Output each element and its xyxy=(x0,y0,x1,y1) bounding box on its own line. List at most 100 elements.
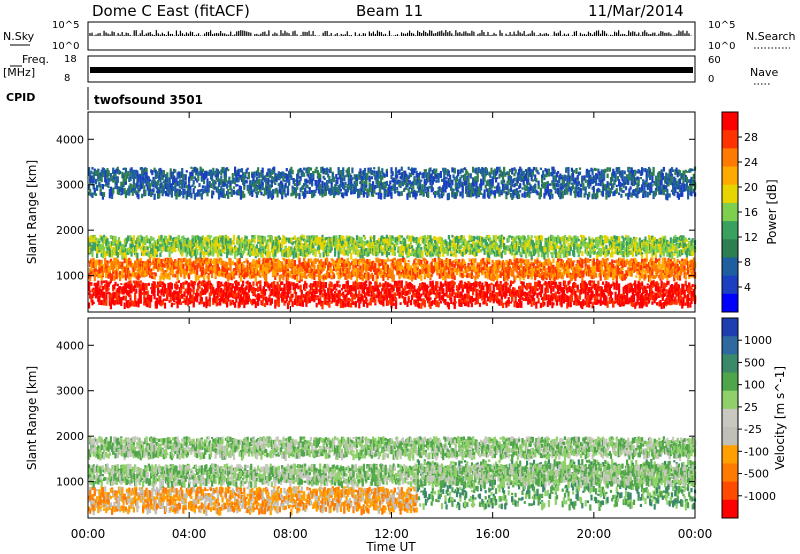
heatmap-cell xyxy=(434,285,437,291)
heatmap-cell xyxy=(588,286,591,294)
heatmap-cell xyxy=(92,269,95,277)
heatmap-cell xyxy=(190,283,193,287)
heatmap-cell xyxy=(667,280,670,285)
heatmap-cell xyxy=(609,291,613,298)
heatmap-cell xyxy=(651,290,654,295)
heatmap-cell xyxy=(162,298,165,302)
heatmap-cell xyxy=(566,295,569,298)
heatmap-cell xyxy=(189,287,192,292)
heatmap-cell xyxy=(212,265,215,268)
heatmap-cell xyxy=(239,298,242,305)
heatmap-cell xyxy=(321,302,324,310)
heatmap-cell xyxy=(567,296,570,302)
heatmap-cell xyxy=(422,298,425,303)
heatmap-cell xyxy=(243,265,246,268)
heatmap-cell xyxy=(340,299,344,306)
heatmap-cell xyxy=(265,281,268,286)
heatmap-cell xyxy=(177,297,180,304)
heatmap-cell xyxy=(208,296,211,302)
heatmap-cell xyxy=(108,296,111,303)
heatmap-cell xyxy=(317,289,321,293)
heatmap-cell xyxy=(589,294,592,299)
heatmap-cell xyxy=(407,260,410,263)
heatmap-cell xyxy=(169,272,172,276)
heatmap-cell xyxy=(646,283,649,286)
heatmap-cell xyxy=(220,287,223,294)
heatmap-cell xyxy=(146,259,149,266)
heatmap-cell xyxy=(584,283,587,290)
heatmap-cell xyxy=(415,301,418,304)
heatmap-cell xyxy=(690,290,693,298)
heatmap-cell xyxy=(593,283,596,290)
heatmap-cell xyxy=(382,300,385,307)
heatmap-cell xyxy=(274,275,277,280)
heatmap-cell xyxy=(114,275,117,279)
heatmap-cell xyxy=(171,261,175,268)
heatmap-cell xyxy=(165,257,168,262)
heatmap-cell xyxy=(208,280,211,285)
heatmap-cell xyxy=(120,261,123,266)
heatmap-cell xyxy=(105,264,108,271)
heatmap-cell xyxy=(344,302,347,308)
heatmap-cell xyxy=(399,302,402,305)
heatmap-cell xyxy=(171,273,175,278)
heatmap-cell xyxy=(198,275,201,279)
heatmap-cell xyxy=(672,291,675,298)
heatmap-cell xyxy=(636,298,639,304)
heatmap-cell xyxy=(381,259,384,264)
heatmap-cell xyxy=(119,271,122,276)
heatmap-cell xyxy=(246,300,249,305)
heatmap-cell xyxy=(142,282,145,286)
heatmap-cell xyxy=(394,297,398,303)
heatmap-cell xyxy=(90,264,93,272)
heatmap-cell xyxy=(607,282,610,288)
heatmap-cell xyxy=(554,296,557,302)
heatmap-cell xyxy=(576,286,579,290)
heatmap-cell xyxy=(285,270,288,277)
heatmap-cell xyxy=(367,272,370,278)
heatmap-cell xyxy=(183,291,186,297)
heatmap-cell xyxy=(274,299,277,303)
heatmap-cell xyxy=(440,259,444,262)
heatmap-cell xyxy=(254,265,257,271)
heatmap-cell xyxy=(530,297,533,301)
heatmap-cell xyxy=(338,289,341,295)
heatmap-cell xyxy=(394,302,398,310)
heatmap-cell xyxy=(486,299,490,302)
heatmap-cell xyxy=(450,282,453,289)
heatmap-cell xyxy=(381,288,384,292)
heatmap-cell xyxy=(349,298,352,302)
heatmap-cell xyxy=(434,257,437,263)
heatmap-cell xyxy=(552,281,555,285)
heatmap-cell xyxy=(246,265,249,270)
heatmap-cell xyxy=(347,297,350,300)
heatmap-cell xyxy=(125,291,129,295)
heatmap-cell xyxy=(188,264,191,272)
heatmap-cell xyxy=(658,286,661,290)
heatmap-cell xyxy=(132,280,135,284)
heatmap-cell xyxy=(171,267,175,274)
heatmap-cell xyxy=(208,266,211,270)
heatmap-cell xyxy=(96,271,99,275)
heatmap-cell xyxy=(217,298,221,301)
heatmap-cell xyxy=(263,302,267,308)
heatmap-cell xyxy=(558,295,561,302)
heatmap-cell xyxy=(242,287,245,295)
heatmap-cell xyxy=(496,273,499,279)
heatmap-cell xyxy=(545,284,548,290)
heatmap-cell xyxy=(293,289,296,294)
heatmap-cell xyxy=(251,266,254,272)
heatmap-cell xyxy=(183,298,186,303)
heatmap-cell xyxy=(111,274,114,281)
heatmap-cell xyxy=(229,258,232,262)
heatmap-cell xyxy=(657,286,660,289)
heatmap-cell xyxy=(447,284,450,288)
heatmap-cell xyxy=(552,302,555,306)
heatmap-cell xyxy=(263,289,267,296)
heatmap-cell xyxy=(139,293,142,300)
heatmap-cell xyxy=(398,286,401,292)
heatmap-cell xyxy=(167,283,170,287)
heatmap-cell xyxy=(132,301,135,307)
heatmap-cell xyxy=(401,290,404,295)
heatmap-cell xyxy=(668,294,671,298)
